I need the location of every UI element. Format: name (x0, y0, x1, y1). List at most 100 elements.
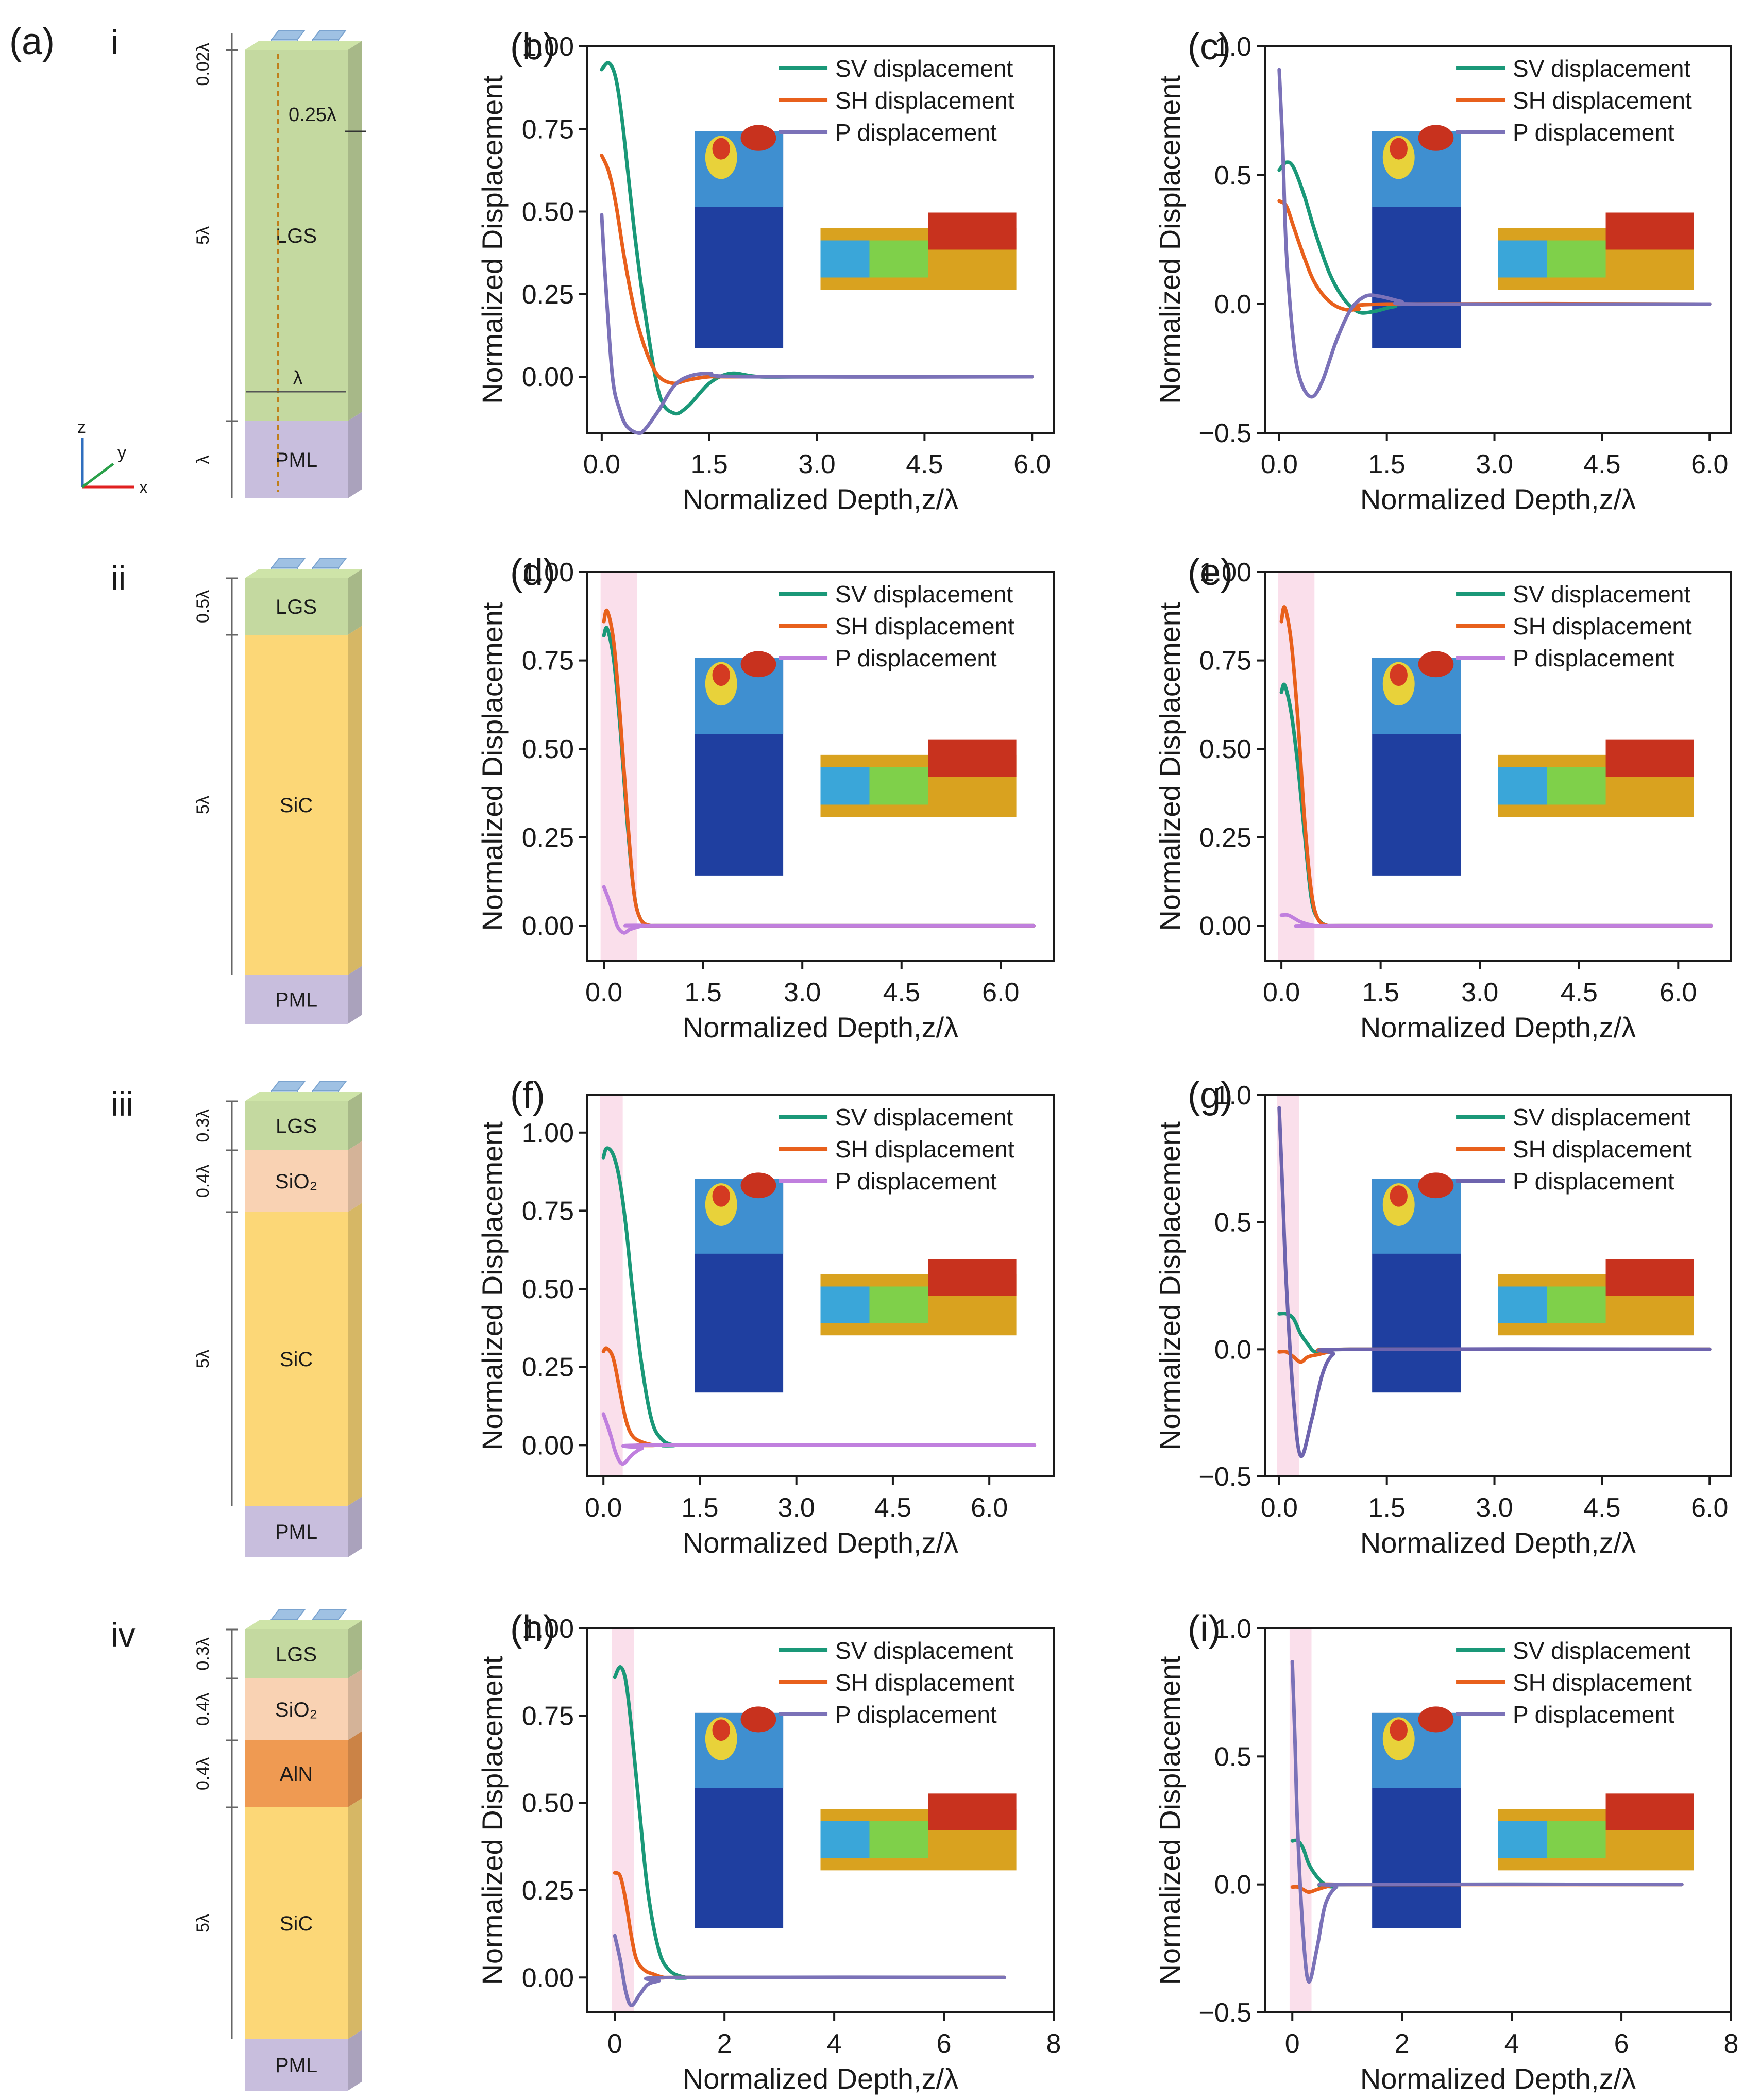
y-tick-label: 0.25 (522, 1876, 574, 1906)
layer-top-face (245, 1620, 362, 1629)
layer-lgs: LGS 0.3λ (193, 1620, 362, 1678)
mode-shape-inset-3d (1498, 212, 1694, 290)
layer-side-face (348, 1203, 362, 1506)
y-tick-label: 1.0 (1214, 32, 1251, 62)
panel-label: (f) (510, 1075, 545, 1116)
y-tick-label: 0.50 (522, 1274, 574, 1304)
y-axis-label: Normalized Displacement (476, 1121, 509, 1450)
layer-name: PML (275, 1521, 317, 1543)
inset-3d-trough (1498, 240, 1547, 278)
inset-hotspot-core (1390, 1719, 1408, 1741)
inset-3d-trough (820, 1286, 870, 1323)
plot-frame (1264, 1627, 1732, 2013)
chart-e: 0.0 1.5 3.0 4.5 6.0 0.00 0.25 0.50 0.75 1.00 Norma… (1154, 552, 1732, 1044)
layer-stack-1: i LGS 5λ PML λ 0.02λ λ 0.25λ z yx (77, 23, 366, 498)
inset-3d-trough (1498, 767, 1547, 805)
mode-shape-inset-3d (1498, 739, 1694, 817)
x-axis-label: Normalized Depth,z/λ (683, 483, 958, 515)
layer-stack-4: iv LGS 0.3λ SiO₂ 0.4λ AlN 0.4λ SiC 5λ PML (111, 1609, 362, 2091)
inset-hotspot-right (740, 651, 776, 678)
layer-name: SiC (280, 1348, 313, 1371)
thickness-label: 0.4λ (193, 1693, 213, 1726)
legend-entry: SH displacement (1513, 1136, 1692, 1163)
x-axis-label: Normalized Depth,z/λ (1360, 1526, 1636, 1559)
mode-shape-inset-cross-section (695, 125, 784, 348)
plot-frame (1264, 571, 1732, 962)
x-tick-label: 0.0 (583, 449, 620, 479)
y-tick-label: 0.75 (522, 646, 574, 676)
layer-side-face (348, 966, 362, 1024)
y-tick-label: 0.0 (1214, 1870, 1251, 1900)
x-tick-label: 2 (1395, 2029, 1410, 2059)
y-tick-label: 0.25 (522, 1353, 574, 1383)
legend-entry: SV displacement (835, 581, 1013, 608)
layer-name: LGS (276, 596, 317, 618)
thickness-label: 5λ (193, 1914, 213, 1933)
layer-front-face (245, 2039, 348, 2091)
x-tick-label: 4.5 (883, 978, 920, 1007)
y-tick-label: 0.0 (1214, 290, 1251, 320)
inset-3d-peak (1605, 1259, 1694, 1296)
layer-side-face (348, 1620, 362, 1678)
layer-front-face (245, 635, 348, 975)
y-axis-label: Normalized Displacement (1154, 602, 1186, 931)
x-tick-label: 6.0 (982, 978, 1019, 1007)
y-tick-label: 0.00 (522, 1963, 574, 1993)
y-tick-label: −0.5 (1198, 418, 1251, 448)
legend-entry: SV displacement (835, 1637, 1013, 1664)
x-tick-label: 0.0 (585, 978, 622, 1007)
y-tick-label: 0.0 (1214, 1335, 1251, 1365)
axis-y-label: y (117, 443, 126, 463)
panel-label: (i) (1188, 1608, 1221, 1650)
inset-hotspot-core (1390, 664, 1408, 686)
mode-shape-inset-3d (1498, 1793, 1694, 1871)
layer-front-face (245, 1629, 348, 1678)
x-tick-label: 6.0 (1013, 449, 1051, 479)
layer-name: SiO₂ (275, 1170, 317, 1193)
series-line-3 (613, 1934, 1006, 2007)
inset-3d-trough (820, 240, 870, 278)
inset-hotspot-right (740, 1706, 776, 1733)
mode-shape-inset-cross-section (1372, 1172, 1461, 1393)
layer-side-face (348, 1141, 362, 1212)
y-tick-label: 0.00 (1199, 911, 1251, 941)
layer-sic: SiC 5λ (193, 626, 362, 975)
inset-3d-peak (1605, 739, 1694, 777)
inset-3d-mid (1547, 240, 1606, 278)
layer-pml: PML (245, 2030, 362, 2091)
series-line-3 (602, 885, 1036, 935)
x-tick-label: 3.0 (784, 978, 821, 1007)
layer-lgs: LGS 0.3λ (193, 1092, 362, 1150)
inset-3d-peak (928, 739, 1017, 777)
stack-roman-label: i (111, 23, 119, 61)
x-tick-label: 8 (1046, 2029, 1061, 2059)
mode-shape-inset-cross-section (695, 1706, 784, 1928)
inset-hotspot-core (712, 138, 730, 160)
layer-stack-2: ii LGS 0.5λ SiC 5λ PML (111, 558, 362, 1024)
layer-name: LGS (276, 225, 317, 247)
x-tick-label: 2 (717, 2029, 732, 2059)
inset-3d-mid (1547, 1286, 1606, 1323)
y-tick-label: 0.50 (1199, 734, 1251, 764)
legend-entry: SH displacement (835, 87, 1014, 114)
inset-hotspot-right (1418, 651, 1454, 678)
y-tick-label: 0.25 (522, 280, 574, 310)
legend-entry: P displacement (1513, 1168, 1674, 1195)
legend-entry: SV displacement (835, 1104, 1013, 1131)
x-tick-label: 8 (1724, 2029, 1739, 2059)
plot-frame (586, 1627, 1055, 2013)
y-tick-label: −0.5 (1198, 1998, 1251, 2028)
layer-front-face (245, 1740, 348, 1807)
y-tick-label: 0.5 (1214, 1208, 1251, 1238)
series-line-3 (601, 1412, 1037, 1466)
inset-3d-mid (1547, 1821, 1606, 1858)
inset-3d-peak (1605, 1793, 1694, 1830)
x-tick-label: 6.0 (1691, 1493, 1728, 1523)
layer-lgs: LGS 5λ (193, 41, 362, 421)
y-tick-label: 0.5 (1214, 1742, 1251, 1772)
y-axis-label: Normalized Displacement (476, 602, 509, 931)
x-tick-label: 3.0 (1476, 1493, 1513, 1523)
inset-hotspot-right (1418, 1172, 1454, 1199)
inset-3d-mid (869, 1286, 928, 1323)
series-line-3 (1279, 913, 1713, 928)
